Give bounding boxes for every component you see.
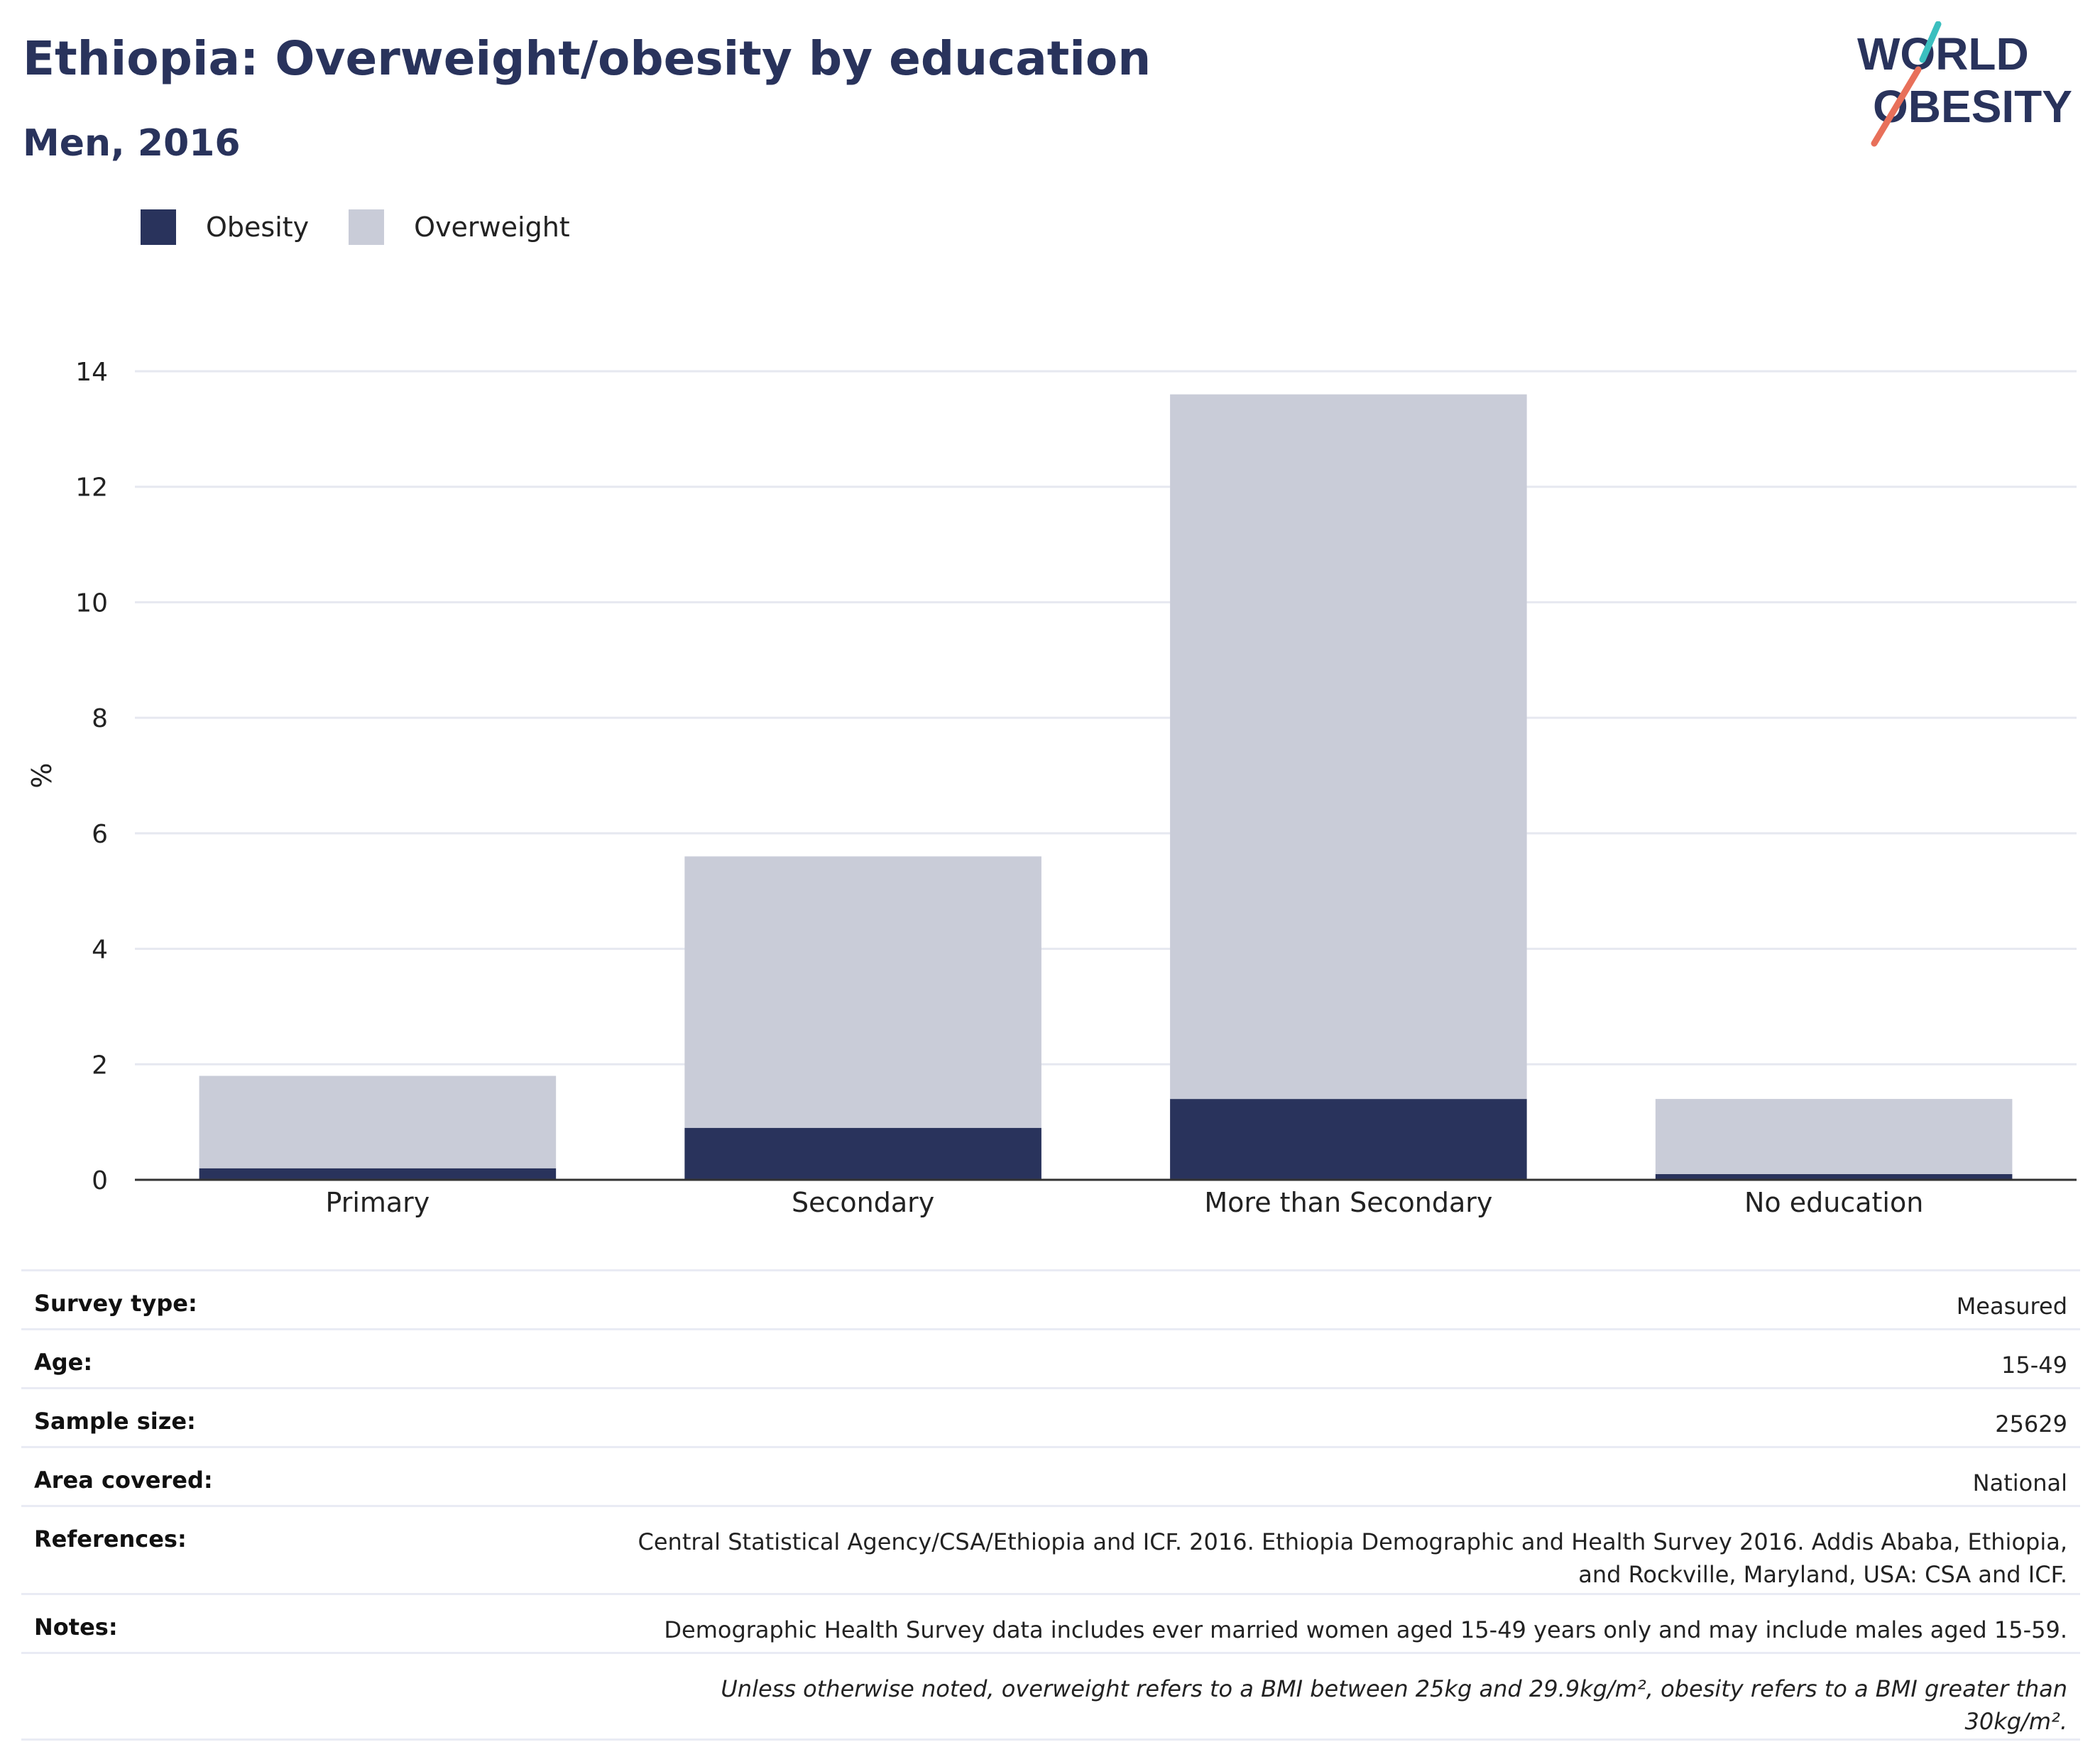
bmi-footnote: Unless otherwise noted, overweight refer… (721, 1675, 2067, 1736)
x-tick-label: Primary (325, 1187, 430, 1218)
meta-row-notes: Notes: Demographic Health Survey data in… (21, 1593, 2080, 1652)
chart-subtitle: Men, 2016 (23, 122, 241, 165)
y-tick-label: 6 (92, 820, 108, 849)
logo-line1: WORLD (1857, 28, 2029, 80)
meta-label: Area covered: (34, 1467, 213, 1494)
legend-swatch-obesity (141, 209, 176, 245)
logo-slash-coral (1871, 66, 1922, 147)
bar-overweight-secondary (684, 856, 1041, 1128)
y-tick-label: 10 (75, 588, 108, 618)
meta-label: Survey type: (34, 1290, 197, 1317)
y-tick-label: 0 (92, 1166, 108, 1195)
meta-row-area-covered: Area covered: National (21, 1446, 2080, 1505)
meta-value: Demographic Health Survey data includes … (664, 1616, 2067, 1643)
meta-label: Sample size: (34, 1408, 196, 1435)
bar-obesity-no-education (1655, 1173, 2013, 1180)
y-tick-label: 4 (92, 936, 108, 965)
meta-row-survey-type: Survey type: Measured (21, 1269, 2080, 1328)
legend-item-obesity: Obesity (141, 209, 309, 245)
chart-title: Ethiopia: Overweight/obesity by educatio… (23, 31, 1152, 86)
bar-obesity-primary (199, 1168, 557, 1180)
meta-value: 25629 (1995, 1411, 2067, 1437)
bar-overweight-no-education (1655, 1099, 2013, 1174)
meta-row-sample-size: Sample size: 25629 (21, 1387, 2080, 1446)
bar-obesity-secondary (684, 1127, 1041, 1180)
y-axis-label: % (26, 762, 58, 788)
y-tick-label: 14 (75, 358, 108, 387)
meta-value: 15-49 (2001, 1352, 2067, 1379)
chart-legend: Obesity Overweight (141, 209, 610, 245)
meta-value: National (1972, 1469, 2067, 1496)
survey-info-table: Survey type: Measured Age: 15-49 Sample … (21, 1269, 2080, 1741)
stacked-bar-chart: 0 2 4 6 8 10 12 14% Primary Secondary More than Se… (26, 358, 2077, 1218)
meta-label: Notes: (34, 1614, 118, 1641)
meta-label: References: (34, 1526, 187, 1552)
legend-label-obesity: Obesity (206, 212, 310, 243)
y-tick-label: 2 (92, 1051, 108, 1080)
x-tick-label: More than Secondary (1204, 1187, 1492, 1218)
x-tick-label: Secondary (792, 1187, 934, 1218)
y-tick-label: 8 (92, 704, 108, 733)
meta-label: Age: (34, 1349, 93, 1376)
x-tick-label: No education (1744, 1187, 1923, 1218)
logo-slash-teal (1919, 21, 1942, 63)
bar-overweight-primary (199, 1075, 557, 1168)
legend-label-overweight: Overweight (414, 212, 570, 243)
meta-row-age: Age: 15-49 (21, 1328, 2080, 1387)
legend-item-overweight: Overweight (349, 209, 570, 245)
bar-obesity-more-than-secondary (1170, 1099, 1527, 1180)
meta-row-references: References: Central Statistical Agency/C… (21, 1505, 2080, 1593)
meta-value: Measured (1956, 1293, 2067, 1320)
world-obesity-logo: WORLD OBESITY (1857, 21, 2072, 147)
meta-row-footnote: Unless otherwise noted, overweight refer… (21, 1652, 2080, 1741)
legend-swatch-overweight (349, 209, 385, 245)
bar-overweight-more-than-secondary (1170, 394, 1527, 1100)
logo-line2: OBESITY (1873, 81, 2072, 132)
y-tick-label: 12 (75, 473, 108, 503)
meta-value: Central Statistical Agency/CSA/Ethiopia … (638, 1528, 2067, 1589)
